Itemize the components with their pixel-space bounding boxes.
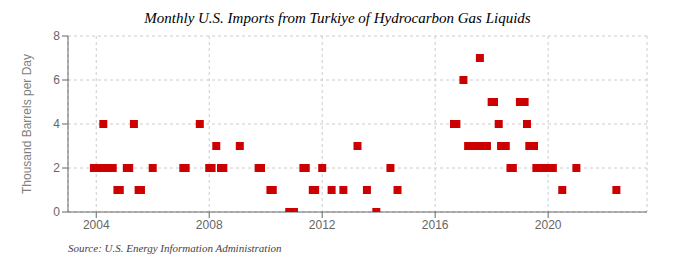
svg-text:0: 0: [53, 205, 60, 219]
svg-text:8: 8: [53, 29, 60, 43]
svg-text:2016: 2016: [422, 218, 449, 232]
svg-text:2020: 2020: [535, 218, 562, 232]
html-text:Source: U.S. Energy Informatio: Source: U.S. Energy Information Administ…: [68, 242, 282, 254]
svg-text:2004: 2004: [83, 218, 110, 232]
html-text:Monthly U.S. Imports from Turk: Monthly U.S. Imports from Turkiye of Hyd…: [144, 10, 531, 26]
svg-text:2012: 2012: [309, 218, 336, 232]
svg-text:2: 2: [53, 161, 60, 175]
svg-text:Thousand Barrels per Day: Thousand Barrels per Day: [20, 54, 34, 194]
svg-text:2008: 2008: [196, 218, 223, 232]
svg-text:4: 4: [53, 117, 60, 131]
svg-text:6: 6: [53, 73, 60, 87]
